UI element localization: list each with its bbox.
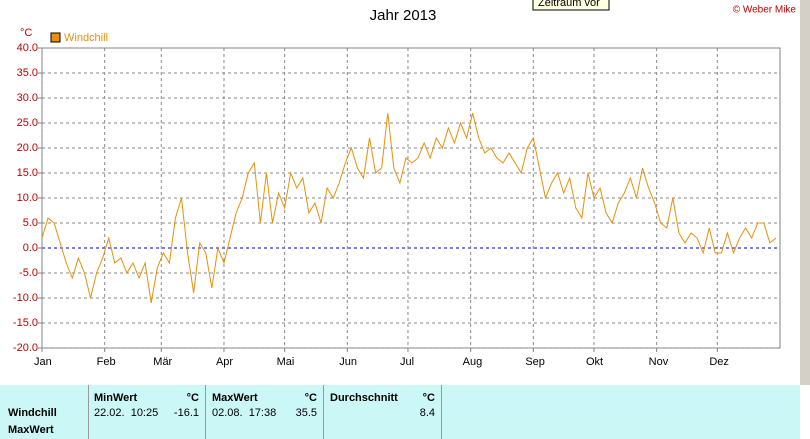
x-tick-label: Aug bbox=[463, 356, 483, 368]
row-label: MaxWert bbox=[8, 424, 54, 436]
y-tick-label: 0.0 bbox=[23, 242, 38, 254]
col-max: MaxWert °C 02.08. 17:38 35.5 bbox=[206, 385, 324, 439]
credit: © Weber Mike bbox=[733, 5, 797, 16]
y-tick-label: 5.0 bbox=[23, 217, 38, 229]
col-time: 02.08. 17:38 bbox=[212, 407, 277, 419]
x-tick-label: Okt bbox=[586, 356, 603, 368]
y-tick-label: 40.0 bbox=[17, 42, 38, 54]
y-tick-label: -5.0 bbox=[19, 267, 38, 279]
col-value: 8.4 bbox=[419, 407, 435, 419]
x-tick-label: Nov bbox=[649, 356, 669, 368]
y-tick-label: 10.0 bbox=[17, 192, 38, 204]
series-line bbox=[41, 112, 777, 304]
x-tick-label: Apr bbox=[216, 356, 233, 368]
col-time: 22.02. 10:25 bbox=[94, 407, 159, 419]
x-tick-label: Jul bbox=[400, 356, 414, 368]
y-axis-label: °C bbox=[20, 27, 32, 39]
row-label: Windchill bbox=[8, 407, 57, 419]
y-tick-label: 25.0 bbox=[17, 117, 38, 129]
col-avg: Durchschnitt °C 8.4 bbox=[324, 385, 442, 439]
chart: Jahr 2013 Zeitraum vor © Weber Mike °C W… bbox=[13, 0, 810, 385]
y-tick-label: -20.0 bbox=[13, 342, 38, 354]
tooltip: Zeitraum vor bbox=[538, 0, 600, 9]
col-unit: °C bbox=[186, 392, 199, 404]
x-tick-label: Mär bbox=[153, 356, 172, 368]
stats-table: Windchill MaxWert MinWert °C 22.02. 10:2… bbox=[0, 385, 800, 439]
col-header: MinWert bbox=[94, 392, 138, 404]
y-tick-label: -15.0 bbox=[13, 317, 38, 329]
x-tick-label: Mai bbox=[277, 356, 295, 368]
col-header: MaxWert bbox=[212, 392, 258, 404]
y-tick-label: 20.0 bbox=[17, 142, 38, 154]
col-unit: °C bbox=[304, 392, 317, 404]
col-header: Durchschnitt bbox=[330, 392, 398, 404]
scrollbar bbox=[800, 0, 810, 385]
chart-title: Jahr 2013 bbox=[370, 7, 437, 24]
tooltip-box bbox=[532, 0, 610, 11]
col-unit: °C bbox=[422, 392, 435, 404]
x-tick-label: Jan bbox=[34, 356, 52, 368]
x-tick-label: Jun bbox=[339, 356, 357, 368]
y-tick-label: 15.0 bbox=[17, 167, 38, 179]
legend-swatch bbox=[50, 32, 61, 43]
x-tick-label: Dez bbox=[709, 356, 729, 368]
x-tick-label: Sep bbox=[525, 356, 545, 368]
col-value: -16.1 bbox=[173, 407, 199, 419]
x-tick-label: Feb bbox=[97, 356, 116, 368]
y-tick-label: 30.0 bbox=[17, 92, 38, 104]
col-value: 35.5 bbox=[295, 407, 317, 419]
y-tick-label: 35.0 bbox=[17, 67, 38, 79]
y-tick-label: -10.0 bbox=[13, 292, 38, 304]
col-min: MinWert °C 22.02. 10:25 -16.1 bbox=[88, 385, 206, 439]
row-labels: Windchill MaxWert bbox=[0, 385, 89, 439]
legend-label: Windchill bbox=[64, 32, 108, 44]
